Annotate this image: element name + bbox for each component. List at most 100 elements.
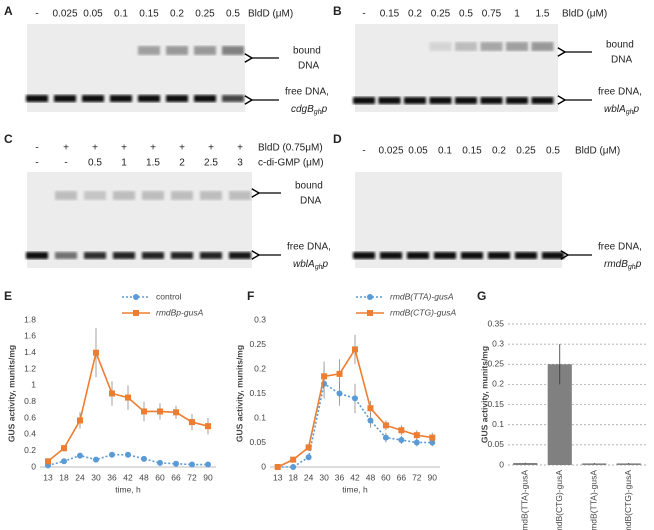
free-band xyxy=(229,252,251,259)
lane-label: 0.025 xyxy=(52,9,77,20)
bound-band xyxy=(171,191,193,200)
x-tick-label: rmdB(CTG)-gusA xyxy=(554,470,564,530)
point xyxy=(109,451,115,458)
y-tick-label: 1 xyxy=(31,380,36,390)
point xyxy=(274,464,281,470)
free-band xyxy=(480,97,503,104)
bound-label: bound xyxy=(295,181,323,192)
point xyxy=(382,422,389,429)
x-tick-label: 30 xyxy=(91,472,101,482)
x-tick-label: 60 xyxy=(381,472,391,482)
panel-letter: D xyxy=(333,132,342,146)
bound-band xyxy=(531,42,554,51)
point xyxy=(352,346,358,353)
lane-label: 0.5 xyxy=(546,146,560,157)
lane-label: 0.2 xyxy=(408,9,422,20)
legend-marker xyxy=(367,310,373,316)
free-band xyxy=(407,252,429,259)
x-axis-label: time, h xyxy=(342,484,368,494)
lane-label: 0.1 xyxy=(114,9,128,20)
series-line xyxy=(47,453,208,467)
bound-label: bound xyxy=(293,46,321,57)
x-tick-label: 90 xyxy=(428,472,438,482)
point xyxy=(189,461,195,468)
x-tick-label: 72 xyxy=(412,472,422,482)
lane-label: 0.1 xyxy=(438,146,452,157)
point xyxy=(321,373,328,380)
lane-label: 1.5 xyxy=(146,158,160,169)
panel-letter: E xyxy=(4,289,12,303)
lane-label: - xyxy=(35,158,38,169)
lane-title: BldD (μM) xyxy=(562,9,607,20)
x-tick-label: 60 xyxy=(155,472,165,482)
bound-band xyxy=(506,42,528,51)
free-band xyxy=(84,252,106,259)
point xyxy=(398,427,405,434)
bound-band xyxy=(429,42,452,51)
x-tick-label: rmdB(TTA)-gusA xyxy=(520,470,530,530)
point xyxy=(367,417,374,424)
free-band xyxy=(506,97,528,104)
free-band xyxy=(166,95,188,102)
free-band xyxy=(353,97,375,104)
y-tick-label: 0.15 xyxy=(249,388,266,398)
legend-label: control xyxy=(156,291,182,301)
gene-label: cdgBghp xyxy=(291,104,328,116)
lane-label: - xyxy=(362,9,365,20)
bound-label: DNA xyxy=(298,61,319,72)
free-band xyxy=(26,252,48,259)
y-tick-label: 0 xyxy=(261,461,266,471)
x-tick-label: C rmdB(CTG)-gusA xyxy=(623,470,633,530)
lane-label: 0.25 xyxy=(516,146,536,157)
x-axis-label: time, h xyxy=(115,484,141,494)
gene-name: rmdB xyxy=(604,259,628,270)
lane-title: BldD (μM) xyxy=(575,146,620,157)
gene-label: rmdBghp xyxy=(604,259,642,271)
x-tick-label: 90 xyxy=(203,472,213,482)
y-tick-label: 0 xyxy=(499,459,504,469)
y-tick-label: 0 xyxy=(31,461,36,471)
panel-letter: F xyxy=(247,289,254,303)
gene-sub: gh xyxy=(628,264,636,271)
lane-label: + xyxy=(63,143,69,154)
bar xyxy=(616,463,641,465)
y-axis-label: GUS activity, munits/mg xyxy=(234,345,244,442)
point xyxy=(93,349,99,356)
gene-name: wblA xyxy=(293,259,315,270)
point xyxy=(398,437,405,444)
lane-label: 3 xyxy=(237,158,243,169)
lane-label: 0.2 xyxy=(170,9,184,20)
bar xyxy=(513,462,538,465)
free-band xyxy=(26,95,48,102)
lane-title: c-di-GMP (μM) xyxy=(258,158,324,169)
bound-band xyxy=(142,191,164,200)
gene-sub: gh xyxy=(314,109,322,116)
panel-letter: A xyxy=(4,4,13,18)
point xyxy=(336,370,343,377)
lane-title: BldD (0.75μM) xyxy=(258,143,323,154)
point xyxy=(141,455,147,462)
lane-label: 2 xyxy=(179,158,185,169)
gene-suffix: p xyxy=(321,259,328,270)
point xyxy=(290,464,297,470)
bound-band xyxy=(455,42,477,51)
y-tick-label: 1.4 xyxy=(24,347,36,357)
gene-sub: gh xyxy=(626,109,634,116)
free-band xyxy=(222,95,244,102)
free-band xyxy=(353,252,375,259)
point xyxy=(93,456,99,463)
bound-label: DNA xyxy=(300,196,321,207)
lane-label: + xyxy=(237,143,243,154)
free-band xyxy=(404,97,426,104)
point xyxy=(61,445,67,452)
x-tick-label: 66 xyxy=(397,472,407,482)
x-tick-label: 24 xyxy=(75,472,85,482)
lane-label: 0.25 xyxy=(431,9,451,20)
free-band xyxy=(138,95,160,102)
free-band xyxy=(82,95,104,102)
bound-band xyxy=(84,191,106,200)
legend-label: rmdB(CTG)-gusA xyxy=(390,307,456,317)
lane-label: 0.5 xyxy=(226,9,240,20)
free-label: free DNA, xyxy=(285,87,329,98)
